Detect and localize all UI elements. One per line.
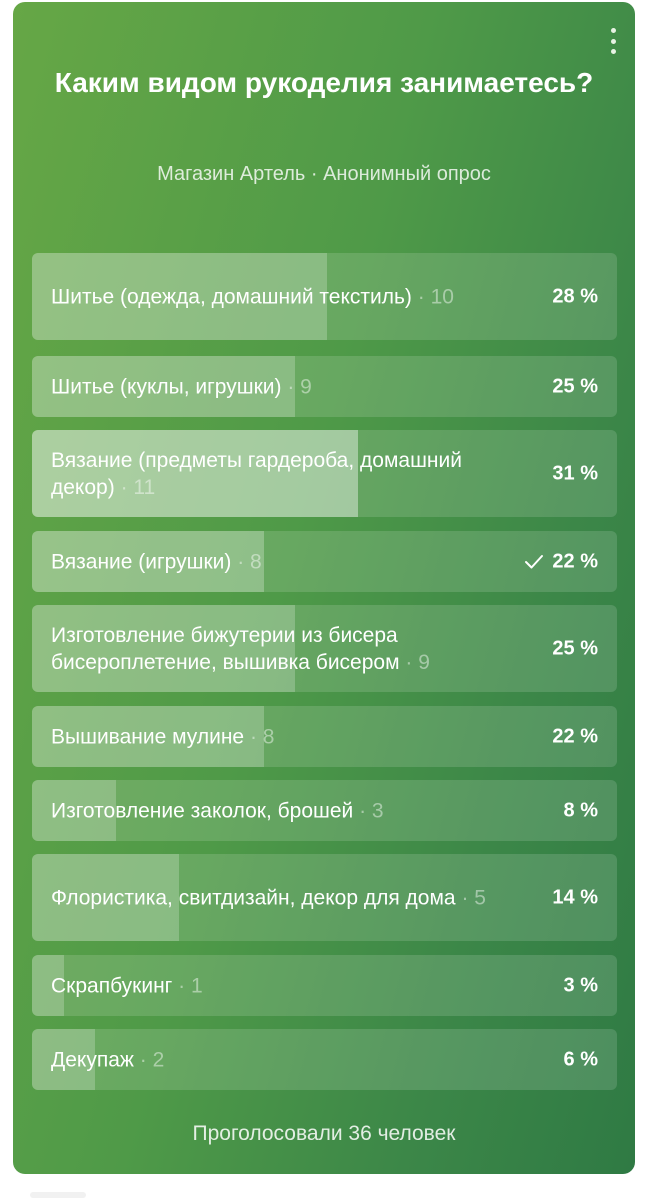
poll-option-bar [32,356,296,417]
poll-option[interactable]: Скрапбукинг · 1 3 % [32,955,617,1016]
poll-option[interactable]: Вышивание мулине · 8 22 % [32,706,617,767]
poll-option-count: · 9 [405,650,430,674]
poll-option-count: · 8 [249,725,275,748]
more-options-icon[interactable] [607,28,619,54]
vote-count: Проголосовали 36 человек [192,1122,456,1145]
poll-option-count: · 9 [287,375,312,398]
poll-option[interactable]: Вязание (предметы гардероба, домашний де… [32,430,617,517]
poll-option-label: Изготовление бижутерии из бисера бисероп… [51,623,430,674]
poll-option-percent: 14 % [552,886,598,908]
poll-option-bar [32,854,180,941]
poll-option-bar [32,605,296,692]
poll-option[interactable]: Флористика, свитдизайн, декор для дома ·… [32,854,617,941]
poll-option[interactable]: Шитье (куклы, игрушки) · 9 25 % [32,356,617,417]
poll-option-count: · 8 [237,550,262,573]
poll-option[interactable]: Изготовление заколок, брошей · 3 8 % [32,780,617,841]
poll-option-label: Скрапбукинг · 1 [51,974,203,997]
poll-option-bar [32,780,117,841]
poll-option-count: · 11 [120,475,156,499]
poll-option-percent: 8 % [563,799,598,821]
poll-option-count: · 1 [178,974,203,997]
poll-option-bar [32,253,327,340]
poll-option-count: · 10 [417,285,454,308]
poll-option-label: Шитье (одежда, домашний текстиль) · 10 [51,285,454,308]
poll-option-label: Шитье (куклы, игрушки) · 9 [51,375,312,398]
poll-option-bar [32,1029,96,1090]
poll-title: Каким видом рукоделия занимаетесь? [54,67,594,98]
poll-option-label: Вязание (игрушки) · 8 [51,550,262,573]
poll-option-bar [32,430,359,517]
poll-option-label: Флористика, свитдизайн, декор для дома ·… [51,886,486,909]
poll-option[interactable]: Декупаж · 2 6 % [32,1029,617,1090]
poll-option-bar [32,955,64,1016]
poll-option-percent: 6 % [563,1048,598,1070]
poll-option-label: Изготовление заколок, брошей · 3 [51,799,384,822]
poll-option-bar [32,531,264,592]
poll-subtitle: Магазин Артель · Анонимный опрос [157,163,491,185]
poll-card: Каким видом рукоделия занимаетесь? Магаз… [13,2,635,1174]
poll-option-count: · 2 [139,1048,165,1071]
poll-option[interactable]: Изготовление бижутерии из бисера бисероп… [32,605,617,692]
poll-option-count: · 5 [461,886,486,909]
checkmark-icon [525,555,544,569]
poll-option-count: · 3 [359,799,384,822]
poll-option-label: Вышивание мулине · 8 [51,725,275,748]
poll-option-label: Декупаж · 2 [51,1048,165,1071]
poll-option-voted[interactable]: Вязание (игрушки) · 8 22 % [32,531,617,592]
next-post-edge [30,1192,86,1198]
poll-option[interactable]: Шитье (одежда, домашний текстиль) · 10 2… [32,253,617,340]
poll-option-label: Вязание (предметы гардероба, домашний де… [51,448,462,499]
poll-option-percent: 31 % [552,462,598,484]
poll-option-bar [32,706,264,767]
poll-option-percent: 3 % [563,974,598,996]
poll-option-percent: 22 % [552,725,598,747]
poll-option-percent: 28 % [552,285,598,307]
poll-option-percent: 25 % [552,375,598,397]
poll-option-percent: 25 % [552,637,598,659]
poll-option-percent: 22 % [524,548,598,575]
